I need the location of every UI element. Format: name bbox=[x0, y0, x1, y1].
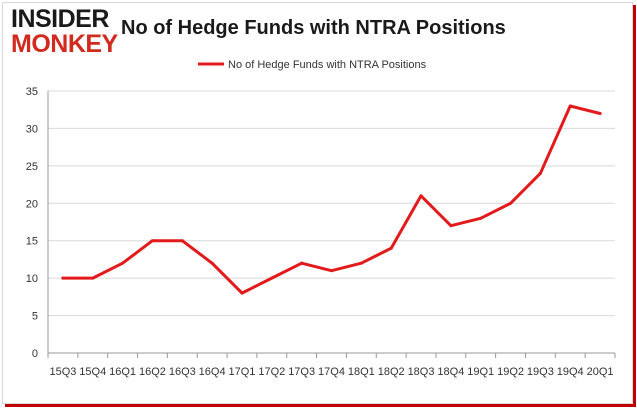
y-tick-label-35: 35 bbox=[26, 86, 38, 98]
data-point-16Q4 bbox=[210, 261, 214, 265]
x-tick-label-17Q4: 17Q4 bbox=[318, 366, 345, 378]
y-tick-label-15: 15 bbox=[26, 236, 38, 248]
data-point-17Q1 bbox=[240, 291, 244, 295]
data-point-16Q3 bbox=[180, 239, 184, 243]
x-tick-label-17Q1: 17Q1 bbox=[229, 366, 256, 378]
y-tick-labels: 0 5 10 15 20 25 30 35 bbox=[26, 86, 38, 360]
x-tick-label-19Q1: 19Q1 bbox=[467, 366, 494, 378]
data-point-18Q4 bbox=[449, 224, 453, 228]
data-point-17Q2 bbox=[270, 276, 274, 280]
legend: No of Hedge Funds with NTRA Positions bbox=[198, 59, 427, 71]
data-point-16Q1 bbox=[121, 261, 125, 265]
y-tick-label-10: 10 bbox=[26, 273, 38, 285]
x-tick-label-18Q3: 18Q3 bbox=[408, 366, 435, 378]
data-point-18Q2 bbox=[389, 246, 393, 250]
data-point-19Q3 bbox=[538, 171, 542, 175]
axes bbox=[47, 91, 616, 358]
y-tick-label-5: 5 bbox=[32, 311, 38, 323]
x-tick-label-17Q3: 17Q3 bbox=[288, 366, 315, 378]
series-lines bbox=[61, 104, 602, 295]
series-line-0 bbox=[61, 104, 602, 295]
data-point-19Q1 bbox=[479, 216, 483, 220]
insider-monkey-logo: INSIDER MONKEY bbox=[11, 7, 118, 57]
y-tick-label-30: 30 bbox=[26, 123, 38, 135]
x-tick-label-15Q4: 15Q4 bbox=[79, 366, 106, 378]
data-point-15Q3 bbox=[61, 276, 65, 280]
y-tick-label-20: 20 bbox=[26, 198, 38, 210]
data-point-19Q2 bbox=[509, 201, 513, 205]
x-tick-label-20Q1: 20Q1 bbox=[587, 366, 614, 378]
data-point-17Q3 bbox=[300, 261, 304, 265]
x-tick-label-15Q3: 15Q3 bbox=[49, 366, 76, 378]
data-point-18Q1 bbox=[359, 261, 363, 265]
y-tick-label-0: 0 bbox=[32, 348, 38, 360]
x-tick-label-16Q4: 16Q4 bbox=[199, 366, 226, 378]
x-tick-label-17Q2: 17Q2 bbox=[258, 366, 285, 378]
x-tick-label-19Q2: 19Q2 bbox=[497, 366, 524, 378]
legend-label: No of Hedge Funds with NTRA Positions bbox=[228, 59, 427, 71]
x-tick-label-18Q2: 18Q2 bbox=[378, 366, 405, 378]
grid-lines bbox=[48, 90, 615, 317]
data-point-18Q3 bbox=[419, 194, 423, 198]
x-tick-label-18Q4: 18Q4 bbox=[437, 366, 464, 378]
x-tick-labels: 15Q3 15Q4 16Q1 16Q2 16Q3 16Q4 17Q1 17Q2 17Q3 17Q4… bbox=[49, 366, 613, 378]
x-tick-label-16Q3: 16Q3 bbox=[169, 366, 196, 378]
x-tick-label-16Q2: 16Q2 bbox=[139, 366, 166, 378]
data-point-16Q2 bbox=[150, 239, 154, 243]
data-point-17Q4 bbox=[330, 269, 333, 273]
x-tick-label-16Q1: 16Q1 bbox=[109, 366, 136, 378]
logo-line-1: INSIDER bbox=[11, 5, 109, 33]
data-point-20Q1 bbox=[598, 111, 602, 115]
data-point-15Q4 bbox=[91, 276, 95, 280]
chart-title: No of Hedge Funds with NTRA Positions bbox=[121, 17, 506, 39]
data-point-19Q4 bbox=[568, 104, 572, 108]
logo-line-2: MONKEY bbox=[11, 30, 118, 58]
x-tick-label-19Q3: 19Q3 bbox=[527, 366, 554, 378]
y-tick-label-25: 25 bbox=[26, 161, 38, 173]
x-tick-label-18Q1: 18Q1 bbox=[348, 366, 375, 378]
x-tick-label-19Q4: 19Q4 bbox=[557, 366, 584, 378]
